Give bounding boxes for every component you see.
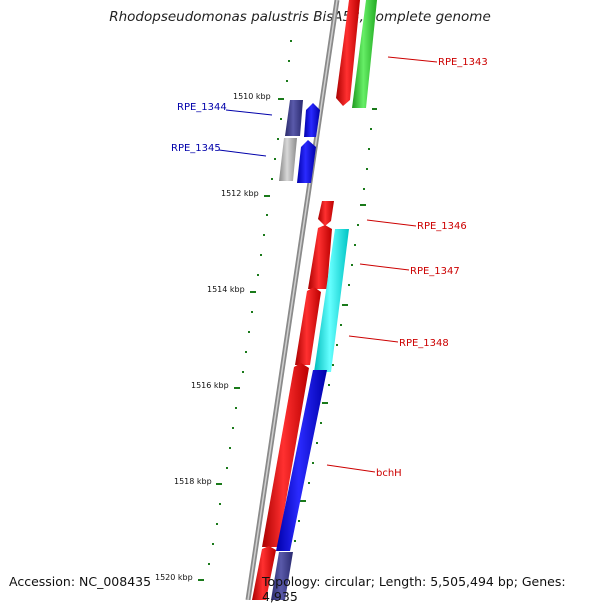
gene-bchh-red[interactable] (262, 363, 309, 547)
tick-mark (250, 291, 256, 293)
label-rpe-1343[interactable]: RPE_1343 (438, 57, 488, 68)
tick-mark (266, 214, 268, 216)
connector-rpe-1344 (225, 109, 273, 116)
label-rpe-1348[interactable]: RPE_1348 (399, 338, 449, 349)
label-rpe-1347[interactable]: RPE_1347 (410, 266, 460, 277)
tick-mark (360, 204, 366, 206)
gene-bottom-red[interactable] (252, 546, 276, 600)
gene-rpe-1343-green[interactable] (352, 0, 377, 108)
outer-tick-marks (294, 108, 377, 542)
tick-mark (229, 447, 231, 449)
tick-mark (340, 324, 342, 326)
tick-mark (316, 442, 318, 444)
tick-mark (328, 384, 330, 386)
label-rpe-1345[interactable]: RPE_1345 (171, 143, 221, 154)
tick-label-1514: 1514 kbp (207, 285, 245, 294)
tick-mark (363, 188, 365, 190)
tick-mark (260, 254, 262, 256)
tick-mark (216, 483, 222, 485)
tick-mark (226, 467, 228, 469)
gene-bottom-dark[interactable] (271, 552, 293, 600)
tick-label-1510: 1510 kbp (233, 92, 271, 101)
tick-mark (278, 98, 284, 100)
tick-mark (271, 178, 273, 180)
tick-mark (357, 224, 359, 226)
tick-mark (251, 311, 253, 313)
tick-mark (235, 407, 237, 409)
gene-rpe-1344-dark[interactable] (285, 100, 303, 136)
tick-mark (368, 148, 370, 150)
label-rpe-1344[interactable]: RPE_1344 (177, 102, 227, 113)
gene-bchh-blue[interactable] (276, 370, 327, 551)
connector-rpe-1347 (359, 263, 410, 271)
tick-mark (308, 482, 310, 484)
tick-mark (286, 80, 288, 82)
connector-rpe-1348 (348, 335, 399, 343)
tick-mark (372, 108, 377, 110)
tick-mark (332, 364, 334, 366)
tick-label-1516: 1516 kbp (191, 381, 229, 390)
tick-mark (263, 234, 265, 236)
connector-bchh (326, 464, 376, 473)
tick-mark (312, 462, 314, 464)
tick-mark (322, 402, 328, 404)
tick-mark (248, 331, 250, 333)
genome-backbone-highlight (247, 0, 338, 600)
tick-mark (336, 344, 338, 346)
gene-rpe-1347-cyan[interactable] (314, 229, 349, 372)
tick-mark (212, 543, 214, 545)
gene-rpe-1344-blue[interactable] (304, 103, 320, 137)
tick-labels: 1510 kbp 1512 kbp 1514 kbp 1516 kbp 1518… (155, 92, 271, 582)
label-connectors (218, 56, 438, 473)
tick-label-1518: 1518 kbp (174, 477, 212, 486)
tick-mark (277, 138, 279, 140)
tick-mark (198, 579, 204, 581)
tick-mark (245, 351, 247, 353)
gene-rpe-1348-red[interactable] (295, 287, 321, 365)
inner-tick-marks (198, 40, 292, 581)
tick-mark (234, 387, 240, 389)
map-title: Rhodopseudomonas palustris BisA53, compl… (109, 9, 491, 25)
tick-mark (208, 563, 210, 565)
tick-mark (366, 168, 368, 170)
gene-rpe-1343-red[interactable] (336, 0, 360, 106)
label-bchh[interactable]: bchH (376, 468, 402, 479)
tick-mark (300, 500, 306, 502)
tick-mark (257, 274, 259, 276)
tick-mark (348, 284, 350, 286)
tick-mark (216, 523, 218, 525)
connector-rpe-1345 (218, 149, 267, 157)
tick-mark (264, 195, 270, 197)
gene-rpe-1346[interactable] (318, 201, 334, 226)
tick-mark (342, 304, 348, 306)
tick-mark (298, 520, 300, 522)
tick-label-1512: 1512 kbp (221, 189, 259, 198)
tick-mark (242, 371, 244, 373)
label-rpe-1346[interactable]: RPE_1346 (417, 221, 467, 232)
tick-mark (274, 158, 276, 160)
tick-mark (232, 427, 234, 429)
tick-mark (294, 540, 296, 542)
gene-rpe-1345-blue[interactable] (297, 140, 316, 183)
tick-mark (219, 503, 221, 505)
gene-rpe-1347-red[interactable] (308, 225, 332, 289)
tick-mark (290, 40, 292, 42)
tick-label-1520: 1520 kbp (155, 573, 193, 582)
tick-mark (320, 422, 322, 424)
accession-text: Accession: NC_008435 (9, 574, 152, 589)
connector-rpe-1346 (366, 219, 417, 227)
tick-mark (370, 128, 372, 130)
tick-mark (280, 118, 282, 120)
connector-rpe-1343 (387, 56, 438, 63)
tick-mark (351, 264, 353, 266)
gene-labels: RPE_1343 RPE_1344 RPE_1345 RPE_1346 RPE_… (171, 57, 488, 479)
tick-mark (288, 60, 290, 62)
tick-mark (354, 244, 356, 246)
gene-rpe-1345-gray[interactable] (279, 138, 297, 181)
